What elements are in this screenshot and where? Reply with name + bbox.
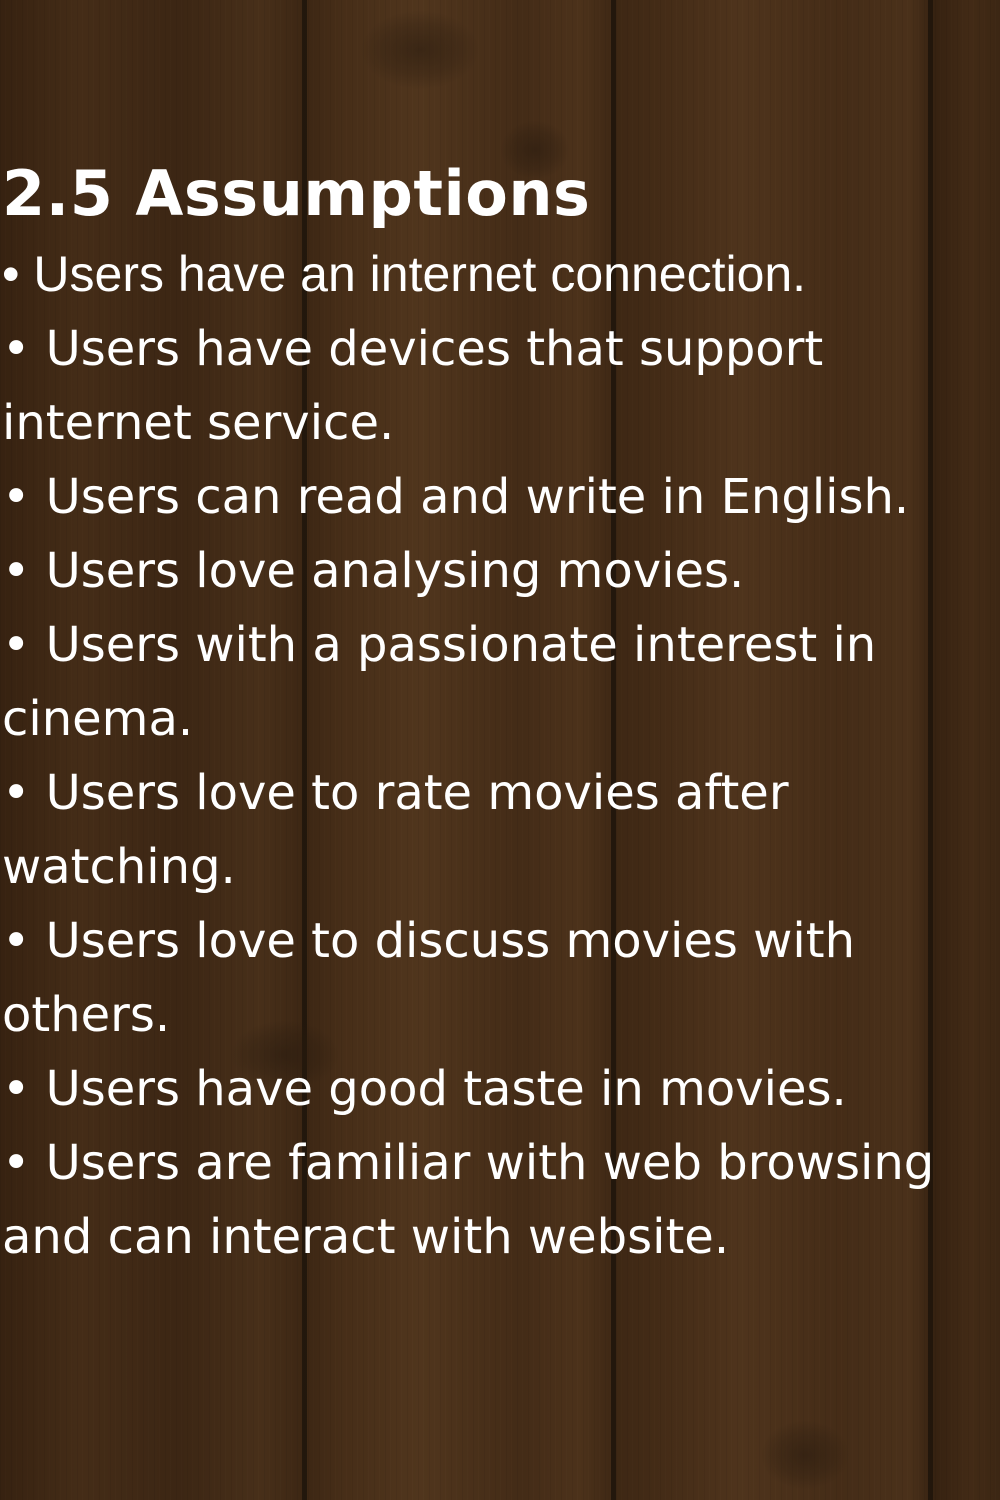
assumption-item: • Users love analysing movies. — [2, 543, 745, 599]
assumption-item: • Users can read and write in English. — [2, 469, 910, 525]
wood-knot — [760, 1420, 850, 1490]
wood-knot — [500, 120, 570, 180]
assumption-item: • Users have devices that support intern… — [2, 321, 824, 451]
assumption-item: • Users have good taste in movies. — [2, 1061, 847, 1117]
wood-knot — [230, 1020, 340, 1090]
assumption-item: • Users are familiar with web browsing a… — [2, 1135, 935, 1265]
section-heading: 2.5 Assumptions — [2, 157, 591, 230]
assumptions-list: • Users have an internet connection. • U… — [2, 236, 992, 1274]
assumptions-section: 2.5 Assumptions • Users have an internet… — [2, 152, 992, 1274]
assumption-item: • Users with a passionate interest in ci… — [2, 617, 877, 747]
assumption-item: • Users love to discuss movies with othe… — [2, 913, 855, 1043]
wood-knot — [360, 10, 480, 90]
assumption-item: • Users have an internet connection. — [2, 246, 807, 302]
assumption-item: • Users love to rate movies after watchi… — [2, 765, 789, 895]
